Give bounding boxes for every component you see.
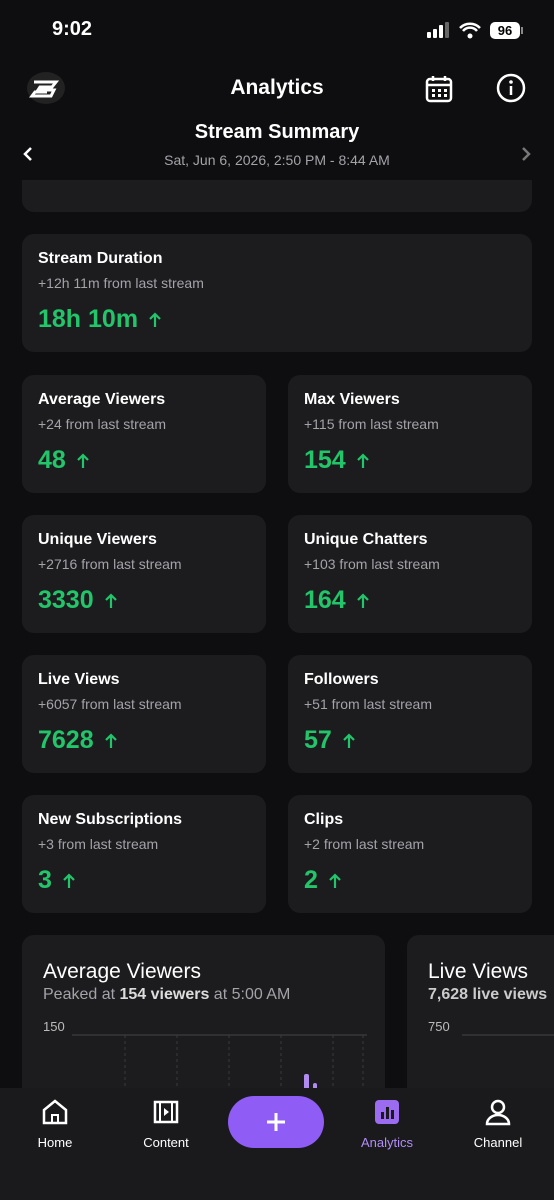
text: Peaked at (43, 986, 120, 1003)
y-tick-label: 750 (428, 1019, 450, 1034)
stat-title: Average Viewers (38, 391, 166, 408)
up-arrow (104, 732, 117, 748)
text: at 5:00 AM (209, 986, 291, 1003)
stat-card: Unique Viewers +2716 from last stream 3330 (22, 515, 266, 633)
stat-card: Average Viewers +24 from last stream 48 (22, 375, 266, 493)
stat-value: 164 (304, 586, 370, 615)
up-arrow (356, 452, 369, 468)
value: 164 (304, 586, 346, 614)
stat-change: +2 from last stream (304, 836, 425, 852)
status-icons (427, 22, 523, 39)
page-title: Analytics (230, 76, 324, 99)
date-range: Sat, Jun 6, 2026, 2:50 PM - 8:44 AM (164, 152, 390, 168)
stat-change: +12h 11m from last stream (38, 275, 204, 291)
stat-title: Live Views (38, 671, 120, 688)
clock: 9:02 (52, 18, 93, 40)
stat-value: 18h 10m (38, 305, 162, 334)
next-button[interactable] (518, 145, 534, 163)
value: 2 (304, 866, 318, 894)
channel-logo[interactable] (26, 70, 66, 106)
value: 18h 10m (38, 305, 139, 333)
y-tick-label: 150 (43, 1019, 65, 1034)
stat-title: Unique Chatters (304, 531, 428, 548)
stat-value: 3330 (38, 586, 118, 615)
stat-title: Clips (304, 811, 344, 828)
stat-card: Stream Duration +12h 11m from last stream… (22, 234, 532, 352)
stat-value: 3 (38, 866, 76, 895)
tab-label: Home (37, 1135, 73, 1150)
tab-label: Analytics (360, 1135, 414, 1150)
value: 7628 (38, 726, 94, 754)
chart-subtitle: 7,628 live views (428, 986, 548, 1003)
stat-title: Unique Viewers (38, 531, 157, 548)
stat-value: 7628 (38, 726, 118, 755)
calendar-button[interactable] (424, 74, 454, 104)
stat-change: +24 from last stream (38, 416, 166, 432)
battery-level: 96 (497, 23, 513, 38)
previous-card-edge (22, 180, 532, 212)
value: 57 (304, 726, 332, 754)
tab-channel[interactable]: Channel (453, 1098, 543, 1150)
info-button[interactable] (496, 73, 526, 103)
value: 48 (38, 446, 66, 474)
stat-change: +3 from last stream (38, 836, 159, 852)
chart-title: Average Viewers (43, 960, 201, 983)
up-arrow (343, 732, 355, 748)
summary-title: Stream Summary (194, 121, 360, 143)
icon (375, 1100, 399, 1124)
up-arrow (356, 592, 369, 608)
stat-title: Followers (304, 671, 379, 688)
tab-analytics[interactable]: Analytics (342, 1098, 432, 1150)
stat-change: +2716 from last stream (38, 556, 182, 572)
stat-card: Max Viewers +115 from last stream 154 (288, 375, 532, 493)
stat-card: Followers +51 from last stream 57 (288, 655, 532, 773)
stat-value: 57 (304, 726, 356, 755)
stat-card: New Subscriptions +3 from last stream 3 (22, 795, 266, 913)
create-button[interactable] (228, 1096, 324, 1148)
icon (485, 1099, 511, 1126)
stat-title: Max Viewers (304, 391, 400, 408)
stat-card: Unique Chatters +103 from last stream 164 (288, 515, 532, 633)
tab-label: Content (143, 1135, 189, 1150)
stat-change: +115 from last stream (304, 416, 439, 432)
chart-subtitle: Peaked at 154 viewers at 5:00 AM (43, 986, 290, 1004)
stat-title: New Subscriptions (38, 811, 183, 828)
value: 154 (304, 446, 346, 474)
icon (153, 1100, 179, 1124)
stat-change: +103 from last stream (304, 556, 440, 572)
up-arrow (329, 872, 341, 888)
stat-card: Live Views +6057 from last stream 7628 (22, 655, 266, 773)
stat-change: +6057 from last stream (38, 696, 182, 712)
stat-value: 154 (304, 446, 370, 475)
text: 154 viewers (119, 986, 210, 1003)
stat-card: Clips +2 from last stream 2 (288, 795, 532, 913)
tab-label: Channel (473, 1135, 523, 1150)
previous-button[interactable] (20, 145, 36, 163)
up-arrow (63, 872, 75, 888)
stat-change: +51 from last stream (304, 696, 432, 712)
chart-grid (462, 1034, 554, 1036)
icon (42, 1099, 68, 1125)
up-arrow (104, 592, 117, 608)
up-arrow (149, 311, 161, 327)
stat-value: 48 (38, 446, 90, 475)
value: 3330 (38, 586, 94, 614)
tab-content[interactable]: Content (121, 1098, 211, 1150)
up-arrow (77, 452, 89, 468)
chart-title: Live Views (428, 960, 528, 983)
tab-home[interactable]: Home (10, 1098, 100, 1150)
value: 3 (38, 866, 52, 894)
stat-value: 2 (304, 866, 342, 895)
stat-title: Stream Duration (38, 250, 163, 267)
